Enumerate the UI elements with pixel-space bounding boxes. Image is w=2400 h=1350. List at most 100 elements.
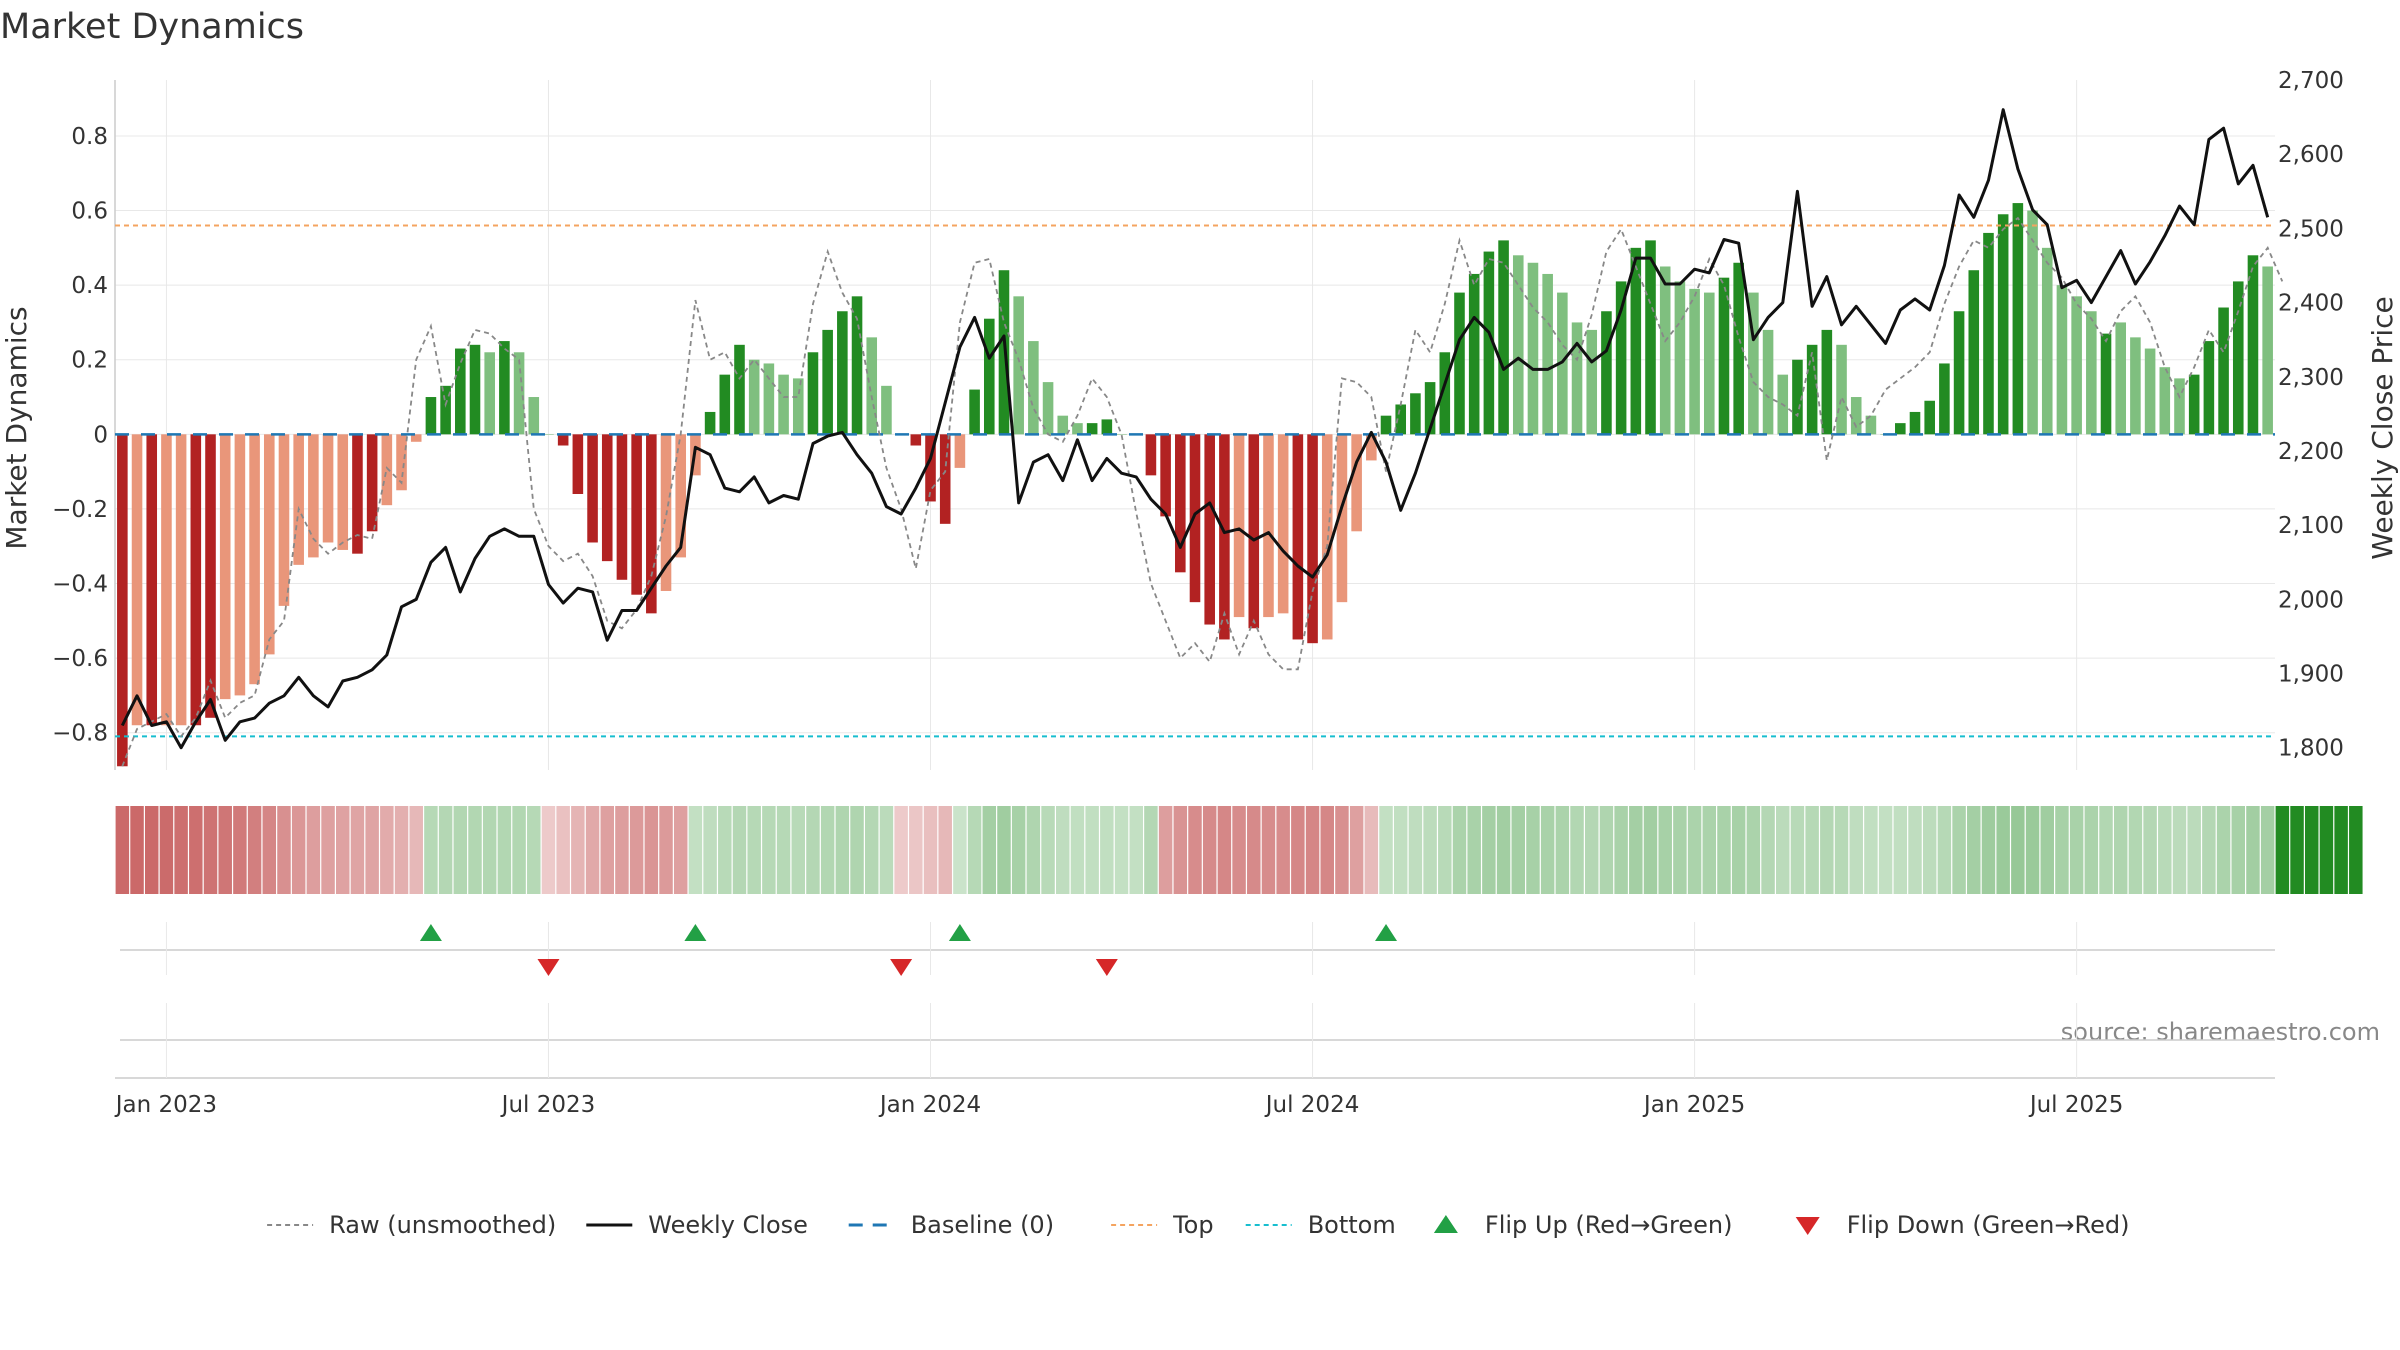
dynamics-bar	[2159, 367, 2171, 435]
heat-cell	[1364, 806, 1379, 894]
heat-cell	[2275, 806, 2290, 894]
flip-markers-panel	[120, 922, 2275, 976]
heat-cell	[615, 806, 629, 894]
dynamics-bar	[2027, 210, 2038, 435]
dynamics-bar	[1263, 434, 1274, 618]
heat-cell	[1144, 806, 1158, 894]
dynamics-bar	[1968, 270, 1980, 435]
heat-cell	[1629, 806, 1643, 894]
heat-cell	[2011, 806, 2025, 894]
heat-cell	[732, 806, 747, 894]
heat-cell	[659, 806, 673, 894]
heat-cell	[1202, 806, 1217, 894]
dynamics-bar	[792, 378, 804, 435]
dynamics-bar	[719, 374, 731, 435]
dynamics-bar	[1424, 382, 1436, 435]
heat-cell	[1761, 806, 1775, 894]
dynamics-bar	[1498, 240, 1509, 435]
dynamics-bar	[2100, 333, 2112, 435]
heat-cell	[1526, 806, 1540, 894]
legend-label: Bottom	[1308, 1211, 1396, 1239]
legend-label: Raw (unsmoothed)	[329, 1211, 556, 1239]
grid-layer	[114, 80, 2275, 770]
dynamics-bar	[131, 434, 143, 726]
dynamics-bar	[528, 397, 540, 435]
dynamics-bar	[469, 344, 481, 435]
heat-cell	[1937, 806, 1952, 894]
heat-cell	[879, 806, 894, 894]
dynamics-bar	[1454, 292, 1465, 435]
left-tick-label: −0.6	[52, 646, 108, 672]
dynamics-bar	[1160, 434, 1171, 517]
heat-cell	[1041, 806, 1055, 894]
heat-cell	[1158, 806, 1173, 894]
heat-cell	[2187, 806, 2201, 894]
dynamics-bar	[1850, 397, 1862, 435]
dynamics-bar	[293, 434, 304, 565]
legend-label: Flip Down (Green→Red)	[1847, 1211, 2130, 1239]
dynamics-bar	[1865, 415, 1877, 435]
left-tick-label: −0.2	[52, 497, 108, 523]
heat-cell	[1922, 806, 1937, 894]
heat-cell	[130, 806, 144, 894]
dynamics-bar	[2130, 337, 2141, 435]
legend-label: Flip Up (Red→Green)	[1485, 1211, 1733, 1239]
heat-cell	[1217, 806, 1232, 894]
dynamics-bar	[1013, 296, 1024, 435]
heat-cell	[1981, 806, 1996, 894]
heat-cell	[585, 806, 600, 894]
dynamics-bar	[2115, 322, 2127, 435]
dynamics-bar	[1762, 329, 1774, 435]
dynamics-bar	[1924, 400, 1935, 435]
heat-cell	[115, 806, 130, 894]
heat-cell	[776, 806, 791, 894]
weekly-close-line	[120, 108, 2270, 750]
dynamics-bar	[337, 434, 349, 550]
dynamics-bar	[2232, 281, 2244, 435]
heat-cell	[1952, 806, 1966, 894]
dynamics-bar	[2086, 311, 2097, 435]
right-tick-label: 2,000	[2278, 587, 2344, 613]
legend-label: Weekly Close	[648, 1211, 808, 1239]
heat-cell	[1408, 806, 1423, 894]
legend-swatch-flip-up	[1433, 1215, 1458, 1233]
left-tick-label: 0.2	[71, 348, 108, 374]
right-tick-label: 2,300	[2278, 365, 2344, 391]
heat-cell	[1731, 806, 1746, 894]
heat-cell	[1393, 806, 1408, 894]
heat-cell	[497, 806, 512, 894]
dynamics-bar	[763, 363, 775, 435]
right-tick-label: 2,400	[2278, 291, 2344, 317]
dynamics-bar	[2203, 341, 2215, 435]
x-tick-label: Jul 2023	[500, 1092, 596, 1118]
heat-cell	[2172, 806, 2187, 894]
dynamics-bar	[851, 296, 863, 435]
heat-cell	[218, 806, 232, 894]
heat-cell	[1232, 806, 1246, 894]
heat-cell	[629, 806, 644, 894]
dynamics-bar	[2071, 296, 2082, 435]
chart-title: Market Dynamics	[0, 7, 304, 47]
dynamics-bar	[1806, 344, 1818, 435]
dynamics-bar	[455, 348, 466, 435]
dynamics-bar	[543, 434, 554, 435]
heat-cell	[277, 806, 291, 894]
heat-cell	[997, 806, 1011, 894]
dynamics-bar	[939, 434, 951, 524]
dynamics-bar	[1586, 329, 1598, 435]
heat-cell	[1247, 806, 1261, 894]
heat-cell	[2128, 806, 2143, 894]
dynamics-bar	[587, 434, 598, 543]
heat-cell	[2143, 806, 2157, 894]
dynamics-bar	[969, 389, 980, 435]
dynamics-bar	[1410, 393, 1421, 435]
heat-cell	[2069, 806, 2084, 894]
dynamics-bar	[190, 434, 202, 726]
dynamics-bar	[2218, 307, 2229, 435]
heat-cell	[820, 806, 835, 894]
dynamics-bar	[396, 434, 407, 491]
heat-cell	[1967, 806, 1981, 894]
right-tick-label: 2,500	[2278, 216, 2344, 242]
dynamics-bar	[1395, 404, 1407, 435]
dynamics-bar	[2012, 203, 2024, 435]
